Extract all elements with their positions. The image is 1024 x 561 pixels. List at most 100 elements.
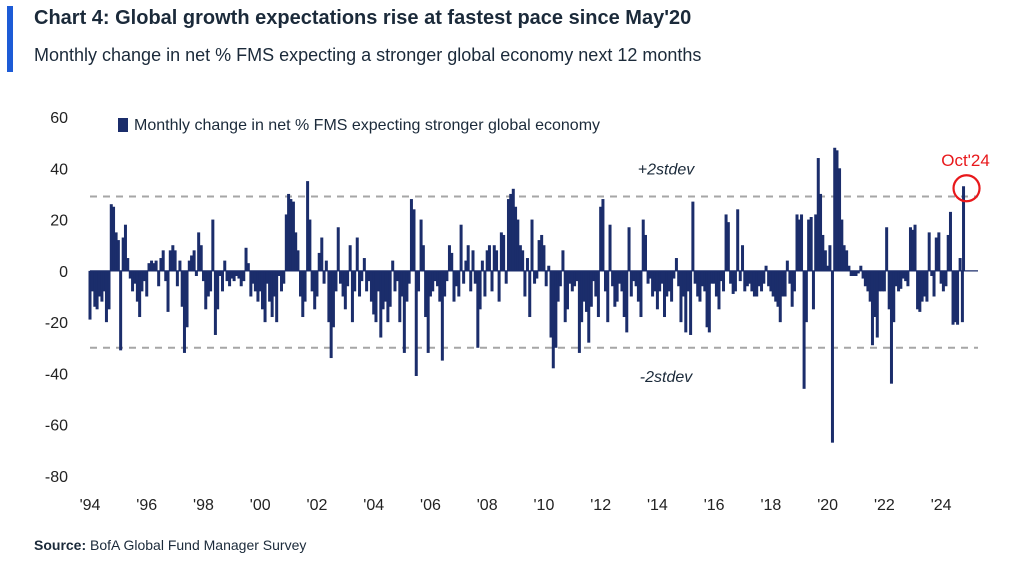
bar [887,270,891,310]
bar [218,270,222,276]
bar [509,193,513,271]
bar [615,270,619,302]
bar [944,270,948,287]
bar [414,270,418,376]
bar [327,270,331,323]
bar [823,250,827,271]
x-tick-label: '10 [534,497,555,514]
bar [346,270,350,287]
bar [771,270,775,297]
bar [358,270,362,297]
bar [580,270,584,323]
stdev-label: -2stdev [640,369,693,386]
bar [265,270,269,284]
bar [733,270,737,292]
bar [360,270,364,282]
bar [729,270,733,284]
bar [353,270,357,292]
bar [171,245,175,271]
source-note: Source: BofA Global Fund Manager Survey [34,537,306,553]
bar [407,270,411,284]
y-tick-label: 20 [50,213,68,230]
bar [625,270,629,333]
bar [95,270,99,310]
bar [738,270,742,282]
bar [736,209,740,271]
bar [873,270,877,318]
bar [634,270,638,287]
bar [767,270,771,287]
bar [492,245,496,271]
bar [490,270,494,292]
bar [958,258,962,271]
bar [629,270,633,297]
bar [757,270,761,287]
x-tick-label: '98 [193,497,214,514]
bar [722,270,726,292]
bar [892,270,896,323]
x-tick-label: '14 [647,497,668,514]
bar [386,270,390,323]
bar [811,270,815,310]
bar [459,224,463,271]
bar [256,270,260,302]
bar [558,270,562,287]
bar [920,270,924,302]
source-label: Source: [34,537,87,553]
bar [901,270,905,279]
bar [859,265,863,271]
bar [769,270,773,292]
bar [847,265,851,271]
bar [277,270,281,276]
bar [409,199,413,271]
annotation-label: Oct'24 [941,151,990,170]
bar [336,227,340,271]
bar [190,255,194,271]
chart-title: Chart 4: Global growth expectations rise… [34,7,692,29]
bar [828,245,832,271]
bar [894,270,898,287]
bar [206,270,210,297]
bar [511,188,515,271]
bar [223,260,227,271]
bar [601,199,605,271]
chart-subtitle: Monthly change in net % FMS expecting a … [34,45,702,65]
bar [235,270,239,276]
bar [291,201,295,271]
bar [339,270,343,284]
bar [956,270,960,325]
bar [355,237,359,271]
bar [563,270,567,323]
bar [322,270,326,284]
y-tick-label: 40 [50,161,68,178]
x-tick-label: '18 [760,497,781,514]
bar [684,270,688,333]
bar [542,245,546,271]
bar [916,270,920,310]
bar [620,270,624,292]
bar [842,245,846,271]
y-tick-label: 60 [50,110,68,127]
bar [232,270,236,282]
bar [679,270,683,323]
bar [849,270,853,276]
bar [584,270,588,312]
x-tick-label: '96 [136,497,157,514]
bar [142,270,146,282]
bar [946,234,950,271]
bar [131,270,135,292]
bar [611,270,615,287]
bar [417,270,421,292]
bar [783,270,787,297]
bar [544,270,548,287]
bar [306,181,310,271]
bar [343,270,347,310]
y-tick-label: -20 [45,315,68,332]
bar [781,270,785,297]
bar [613,270,617,307]
y-tick-label: -80 [45,469,68,486]
bar [320,237,324,271]
bar [547,265,551,271]
bar [431,270,435,292]
bar [334,270,338,292]
